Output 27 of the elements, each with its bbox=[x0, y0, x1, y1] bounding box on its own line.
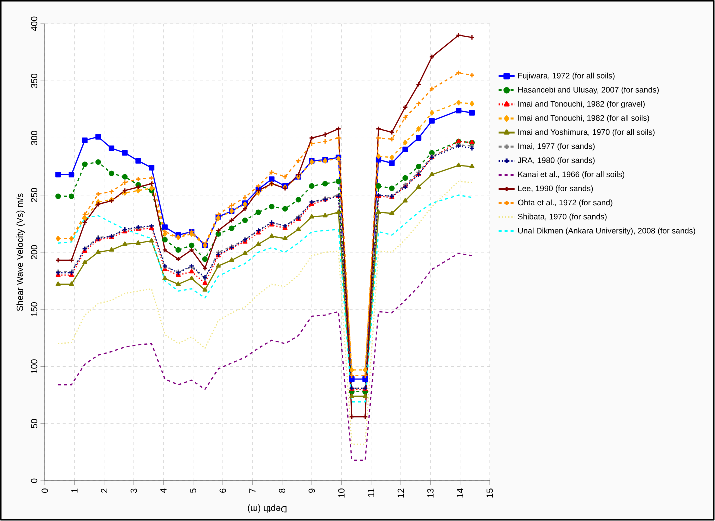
x-tick-label: 2 bbox=[101, 488, 108, 493]
y-tick-label: 150 bbox=[31, 302, 38, 316]
x-tick-label: 14 bbox=[457, 488, 464, 498]
y-tick-label: 250 bbox=[31, 188, 38, 202]
x-tick-label: 12 bbox=[398, 488, 404, 498]
y-tick-label: 300 bbox=[31, 131, 38, 146]
x-tick-label: 10 bbox=[338, 488, 345, 498]
x-tick-label: 1 bbox=[72, 488, 78, 493]
y-tick-label: 0 bbox=[31, 478, 38, 484]
y-tick-label: 50 bbox=[31, 419, 38, 428]
x-tick-label: 0 bbox=[42, 488, 48, 494]
y-tick-label: 350 bbox=[31, 74, 38, 88]
x-axis-title: Depth (m) bbox=[248, 504, 287, 513]
x-tick-label: 9 bbox=[308, 488, 316, 493]
x-tick-label: 8 bbox=[279, 488, 286, 494]
y-tick-label: 200 bbox=[31, 245, 38, 260]
x-tick-label: 5 bbox=[190, 488, 196, 494]
y-tick-label: 400 bbox=[31, 16, 38, 32]
x-tick-label: 4 bbox=[160, 488, 167, 494]
x-tick-label: 13 bbox=[427, 488, 434, 498]
x-tick-label: 6 bbox=[220, 488, 226, 493]
y-axis-title: Shear Wave Velocity (Vs) m/s bbox=[16, 194, 26, 312]
x-tick-label: 11 bbox=[368, 488, 374, 498]
x-tick-label: 15 bbox=[486, 488, 494, 498]
x-tick-label: 3 bbox=[130, 488, 138, 494]
y-tick-label: 100 bbox=[31, 360, 38, 374]
x-tick-label: 7 bbox=[250, 488, 256, 493]
